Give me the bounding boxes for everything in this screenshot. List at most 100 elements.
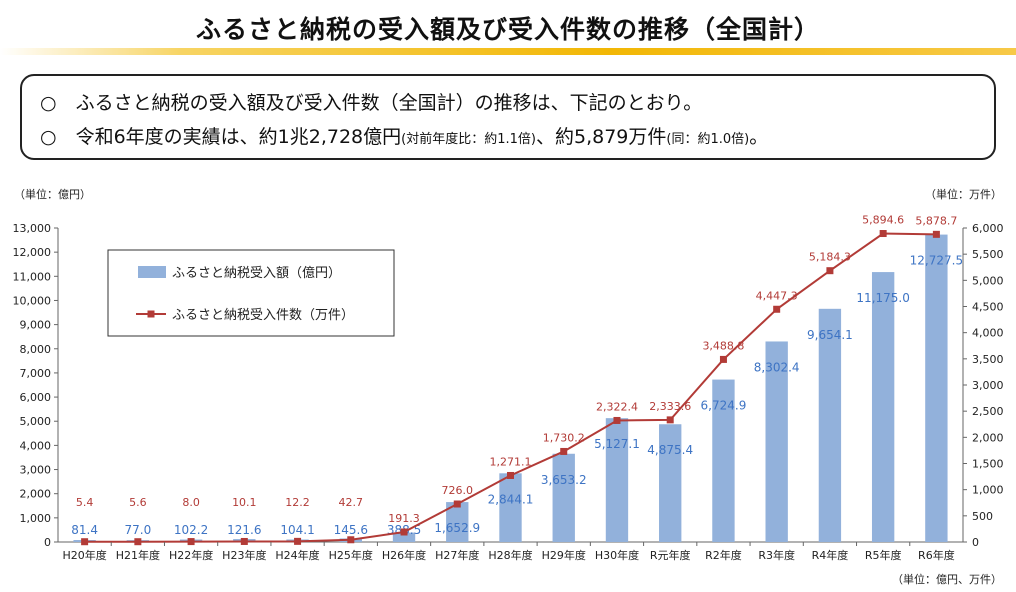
bar-value-label: 4,875.4 [647, 443, 693, 457]
left-axis-unit: （単位：億円） [14, 187, 91, 201]
page-title: ふるさと納税の受入額及び受入件数の推移（全国計） [195, 15, 820, 44]
bar-value-label: 5,127.1 [594, 437, 640, 451]
bar [552, 453, 575, 542]
summary-line-1: ○ ふるさと納税の受入額及び受入件数（全国計）の推移は、下記のとおり。 [40, 92, 703, 114]
bar [446, 502, 469, 542]
right-tick-label: 6,000 [972, 222, 1004, 235]
right-tick-label: 1,500 [972, 458, 1004, 471]
bar-value-label: 1,652.9 [434, 521, 480, 535]
left-tick-label: 9,000 [20, 319, 52, 332]
right-tick-label: 2,500 [972, 405, 1004, 418]
right-tick-label: 2,000 [972, 431, 1004, 444]
line-marker [294, 537, 302, 545]
line-value-label: 2,333.6 [649, 400, 691, 413]
legend-box [107, 249, 395, 337]
summary-line-2-mid: 、約5,879万件 [535, 126, 667, 148]
left-tick-label: 2,000 [20, 488, 52, 501]
right-tick-label: 4,000 [972, 327, 1004, 340]
line-value-label: 191.3 [388, 512, 420, 525]
line-marker [81, 538, 89, 546]
summary-line-2-ratio-2: (同：約1.0倍) [666, 132, 750, 147]
bar [871, 272, 895, 542]
right-tick-label: 4,500 [972, 301, 1004, 314]
category-label: H29年度 [542, 548, 586, 562]
category-label: R4年度 [812, 548, 849, 562]
bar-value-label: 121.6 [227, 523, 261, 537]
category-label: H22年度 [169, 548, 213, 562]
right-tick-label: 0 [972, 536, 979, 549]
bar-value-label: 145.6 [334, 523, 368, 537]
bar [925, 234, 948, 543]
line-marker [773, 305, 781, 313]
line-marker [666, 416, 674, 424]
right-tick-label: 3,000 [972, 379, 1004, 392]
line-value-label: 1,271.1 [490, 455, 532, 468]
right-axis-unit: （単位：万件） [925, 187, 1002, 201]
category-label: H26年度 [382, 548, 426, 562]
left-tick-label: 5,000 [20, 415, 52, 428]
line-marker [400, 528, 408, 536]
line-marker [826, 267, 834, 275]
category-label: H28年度 [488, 548, 532, 562]
left-tick-label: 10,000 [13, 294, 52, 307]
bar [765, 341, 788, 542]
right-tick-label: 1,000 [972, 484, 1004, 497]
bar-value-label: 77.0 [124, 523, 151, 537]
line-marker [507, 471, 514, 479]
bar [659, 424, 682, 542]
summary-line-2: ○ 令和6年度の実績は、約1兆2,728億円(対前年度比：約1.1倍)、約5,8… [40, 122, 768, 149]
line-marker [134, 538, 142, 546]
left-tick-label: 3,000 [20, 464, 52, 477]
summary-line-2-end: 。 [749, 126, 769, 148]
legend: ふるさと納税受入額（億円） ふるさと納税受入件数（万件） [107, 249, 395, 337]
line-value-label: 8.0 [182, 496, 200, 509]
category-label: H23年度 [222, 548, 266, 562]
legend-line-label: ふるさと納税受入件数（万件） [172, 308, 354, 323]
line-value-label: 10.1 [232, 496, 257, 509]
line-value-label: 5,878.7 [915, 214, 957, 227]
line-value-label: 726.0 [442, 484, 474, 497]
left-tick-label: 7,000 [20, 367, 52, 380]
line-value-label: 5,894.6 [862, 214, 904, 227]
legend-bar-swatch [138, 266, 166, 278]
line-marker [240, 537, 248, 545]
bar-value-label: 81.4 [71, 523, 98, 537]
left-tick-label: 4,000 [20, 439, 52, 452]
line-marker [613, 416, 621, 424]
line-value-label: 4,447.3 [756, 289, 798, 302]
line-marker [932, 230, 940, 238]
title-bar: ふるさと納税の受入額及び受入件数の推移（全国計） [0, 0, 1016, 56]
right-tick-label: 5,000 [972, 274, 1004, 287]
bar-value-label: 104.1 [280, 523, 314, 537]
category-label: H20年度 [62, 548, 106, 562]
bar-value-label: 9,654.1 [807, 328, 853, 342]
line-marker [560, 447, 568, 455]
category-label: H24年度 [275, 548, 319, 562]
line-value-label: 1,730.2 [543, 431, 585, 444]
title-underline [0, 48, 1016, 55]
bar [499, 473, 522, 542]
summary-line-2-main: ○ 令和6年度の実績は、約1兆2,728億円 [40, 126, 402, 148]
legend-line-marker [147, 310, 155, 318]
category-label: H27年度 [435, 548, 479, 562]
left-tick-label: 1,000 [20, 512, 52, 525]
bar-value-label: 11,175.0 [856, 291, 909, 305]
line-marker [719, 355, 727, 363]
line-value-label: 5,184.3 [809, 251, 851, 264]
bar [818, 308, 842, 542]
line-marker [187, 538, 195, 546]
right-tick-label: 500 [972, 510, 993, 523]
summary-box: ○ ふるさと納税の受入額及び受入件数（全国計）の推移は、下記のとおり。 ○ 令和… [20, 74, 996, 160]
bar [605, 418, 629, 542]
category-label: H21年度 [116, 548, 160, 562]
line-value-label: 3,488.8 [702, 339, 744, 352]
line-value-label: 42.7 [339, 496, 364, 509]
right-axis-ticks: 0 500 1,000 1,500 2,000 2,500 3,000 3,500 4,000 4… [963, 222, 1004, 549]
left-tick-label: 12,000 [13, 246, 52, 259]
bar-value-label: 6,724.9 [701, 399, 747, 413]
right-tick-label: 5,500 [972, 248, 1004, 261]
line-value-label: 5.6 [129, 496, 147, 509]
bar-value-label: 2,844.1 [488, 492, 534, 506]
category-label: R元年度 [650, 548, 691, 562]
category-label: R6年度 [918, 548, 955, 562]
